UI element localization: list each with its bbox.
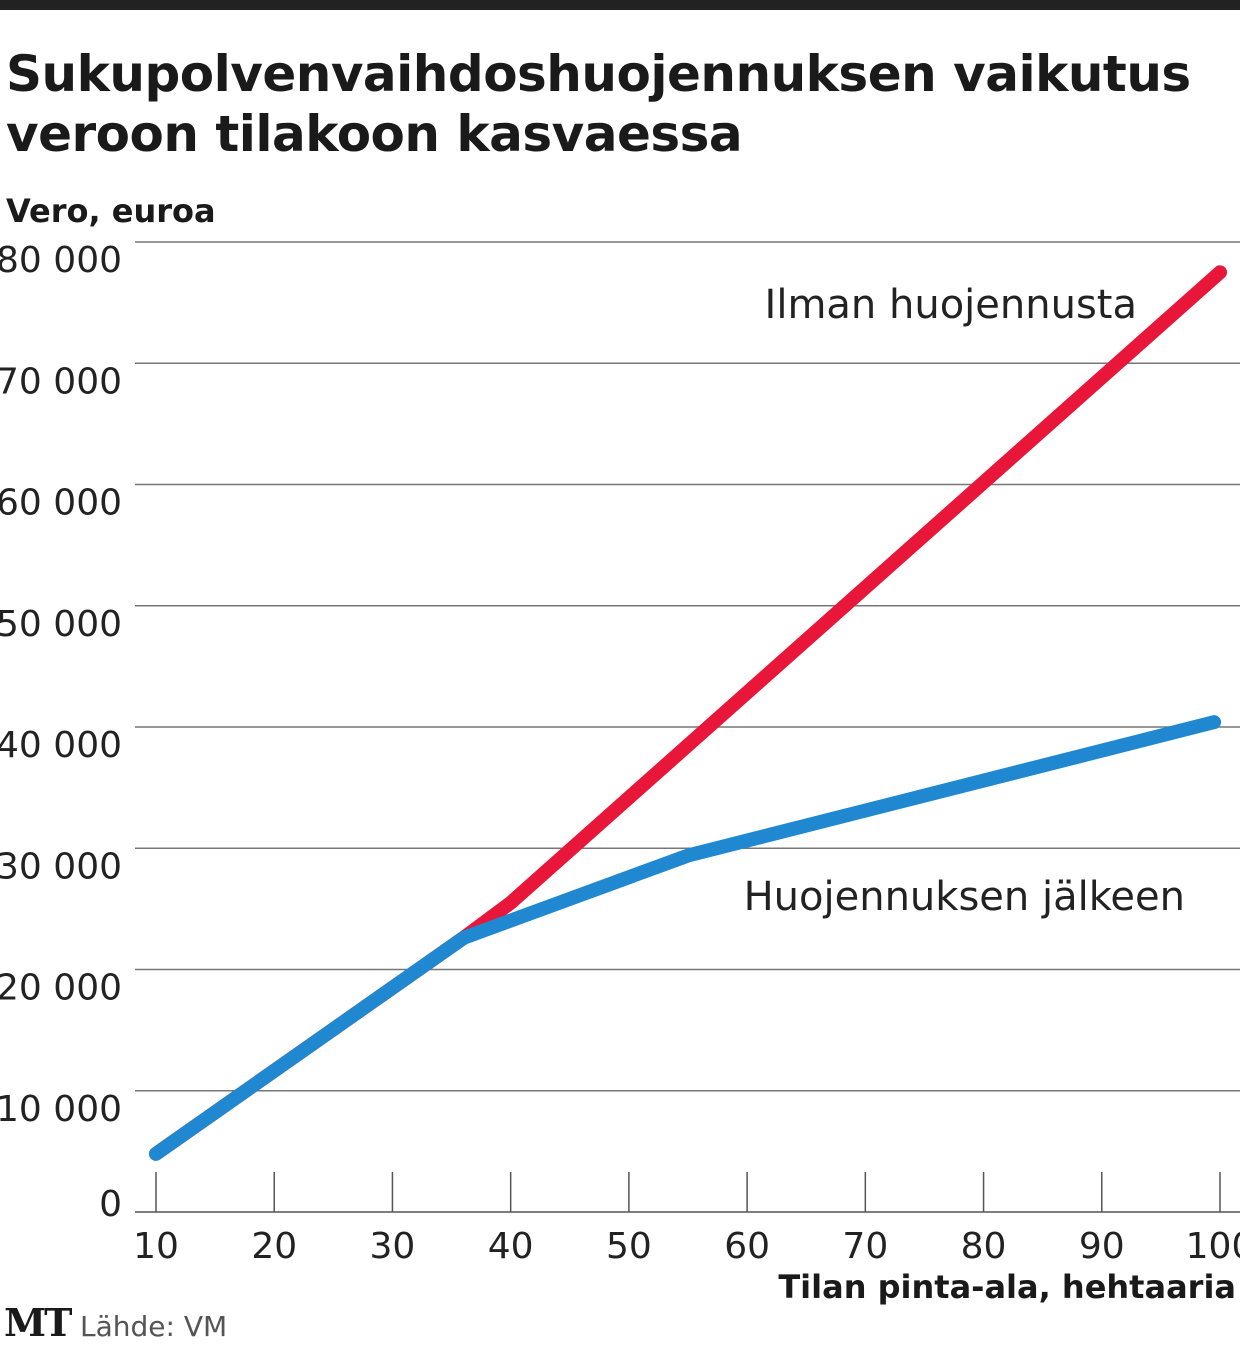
x-tick-label: 10 [133, 1226, 179, 1267]
y-tick-label: 40 000 [0, 725, 122, 766]
series-line-huojennuksen-jalkeen [149, 715, 1222, 1161]
x-tick-label: 90 [1079, 1226, 1125, 1267]
y-axis-label: Vero, euroa [6, 192, 216, 230]
y-tick-label: 0 [99, 1184, 122, 1225]
source-note: Lähde: VM [80, 1310, 228, 1343]
y-tick-label: 20 000 [0, 968, 122, 1009]
y-tick-label: 30 000 [0, 846, 122, 887]
mt-logo: MT [4, 1300, 72, 1345]
x-tick-label: 30 [370, 1226, 416, 1267]
x-tick-label: 20 [251, 1226, 297, 1267]
y-tick-label: 80 000 [0, 240, 122, 281]
chart-title: Sukupolvenvaihdoshuojennuksen vaikutus v… [6, 45, 1191, 163]
series-label-ilman-huojennusta: Ilman huojennusta [765, 282, 1137, 328]
y-tick-label: 70 000 [0, 361, 122, 402]
x-tick-label: 60 [724, 1226, 770, 1267]
series-line-ilman-huojennusta [149, 265, 1227, 1161]
x-axis-label: Tilan pinta-ala, hehtaaria [778, 1268, 1236, 1306]
x-tick-label: 70 [842, 1226, 888, 1267]
y-tick-label: 60 000 [0, 483, 122, 524]
top-rule [0, 0, 1240, 10]
x-tick-label: 100 [1186, 1226, 1240, 1267]
y-tick-label: 10 000 [0, 1089, 122, 1130]
x-tick-label: 50 [606, 1226, 652, 1267]
y-tick-label: 50 000 [0, 604, 122, 645]
x-tick-label: 80 [961, 1226, 1007, 1267]
x-tick-label: 40 [488, 1226, 534, 1267]
series-label-huojennuksen-jalkeen: Huojennuksen jälkeen [744, 874, 1185, 920]
